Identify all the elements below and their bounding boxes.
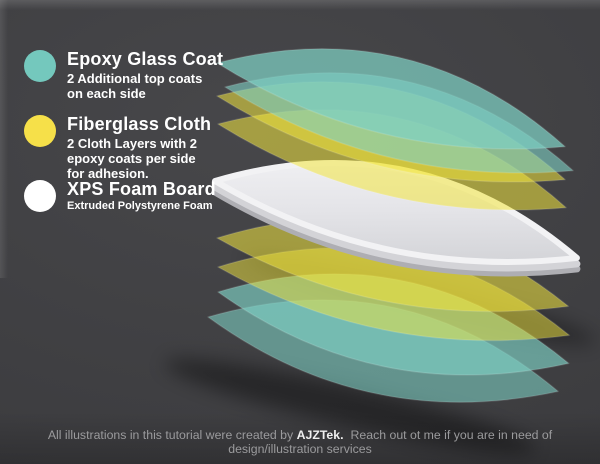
legend-title-epoxy: Epoxy Glass Coat <box>67 49 224 69</box>
credit-text: All illustrations in this tutorial were … <box>47 428 297 442</box>
legend-text-fiberglass: Fiberglass Cloth 2 Cloth Layers with 2 e… <box>67 114 212 182</box>
left-light-edge <box>0 0 8 279</box>
legend: Epoxy Glass Coat 2 Additional top coats … <box>0 0 230 300</box>
legend-title-foam: XPS Foam Board <box>67 179 216 199</box>
stack-bottom-shadow <box>164 359 536 453</box>
epoxy-sheet-top-outer <box>216 48 566 150</box>
credit-footer: All illustrations in this tutorial were … <box>0 428 600 456</box>
legend-item-xps-foam-board: XPS Foam Board Extruded Polystyrene Foam <box>24 180 216 212</box>
legend-text-foam: XPS Foam Board Extruded Polystyrene Foam <box>67 179 216 213</box>
bottom-shade <box>0 412 600 464</box>
legend-text-epoxy: Epoxy Glass Coat 2 Additional top coats … <box>67 49 224 102</box>
legend-title-fiberglass: Fiberglass Cloth <box>67 114 212 134</box>
legend-item-epoxy-glass-coat: Epoxy Glass Coat 2 Additional top coats … <box>24 50 223 101</box>
legend-desc-fiberglass: 2 Cloth Layers with 2 epoxy coats per si… <box>67 136 198 181</box>
legend-item-fiberglass-cloth: Fiberglass Cloth 2 Cloth Layers with 2 e… <box>24 115 211 181</box>
top-light-edge <box>0 0 600 10</box>
fiberglass-color-swatch-icon <box>24 115 56 147</box>
credit-brand: AJZTek. <box>296 428 344 442</box>
legend-desc-foam: Extruded Polystyrene Foam <box>67 200 213 212</box>
epoxy-color-swatch-icon <box>24 50 56 82</box>
foam-color-swatch-icon <box>24 180 56 212</box>
credit-contact-text: Reach out ot me if you are in need of de… <box>228 428 553 456</box>
legend-desc-epoxy: 2 Additional top coats on each side <box>67 71 203 101</box>
